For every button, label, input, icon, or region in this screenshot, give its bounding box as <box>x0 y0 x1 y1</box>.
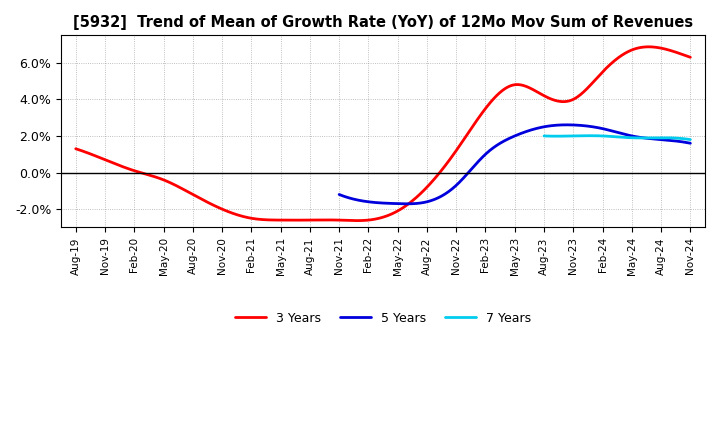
Line: 3 Years: 3 Years <box>76 47 690 220</box>
5 Years <box>397 201 405 206</box>
7 Years <box>638 135 647 140</box>
3 Years <box>71 146 80 151</box>
Line: 5 Years: 5 Years <box>339 125 690 204</box>
7 Years <box>686 137 695 142</box>
7 Years <box>650 135 659 140</box>
3 Years <box>180 187 189 193</box>
3 Years <box>535 91 544 96</box>
5 Years <box>426 198 434 204</box>
7 Years <box>577 133 586 139</box>
Title: [5932]  Trend of Mean of Growth Rate (YoY) of 12Mo Mov Sum of Revenues: [5932] Trend of Mean of Growth Rate (YoY… <box>73 15 693 30</box>
5 Years <box>335 192 343 197</box>
5 Years <box>686 141 695 146</box>
5 Years <box>562 122 571 128</box>
3 Years <box>353 218 361 223</box>
5 Years <box>495 142 503 147</box>
5 Years <box>403 201 412 206</box>
7 Years <box>540 133 549 139</box>
5 Years <box>600 126 609 132</box>
7 Years <box>626 135 635 140</box>
7 Years <box>586 133 595 138</box>
7 Years <box>606 134 615 139</box>
Legend: 3 Years, 5 Years, 7 Years: 3 Years, 5 Years, 7 Years <box>230 307 536 330</box>
3 Years <box>435 171 444 176</box>
3 Years <box>644 44 652 49</box>
3 Years <box>230 211 238 216</box>
5 Years <box>570 122 579 128</box>
3 Years <box>483 104 492 109</box>
3 Years <box>349 218 358 223</box>
7 Years <box>566 133 575 139</box>
5 Years <box>542 124 551 129</box>
Line: 7 Years: 7 Years <box>544 136 690 139</box>
3 Years <box>686 55 695 60</box>
